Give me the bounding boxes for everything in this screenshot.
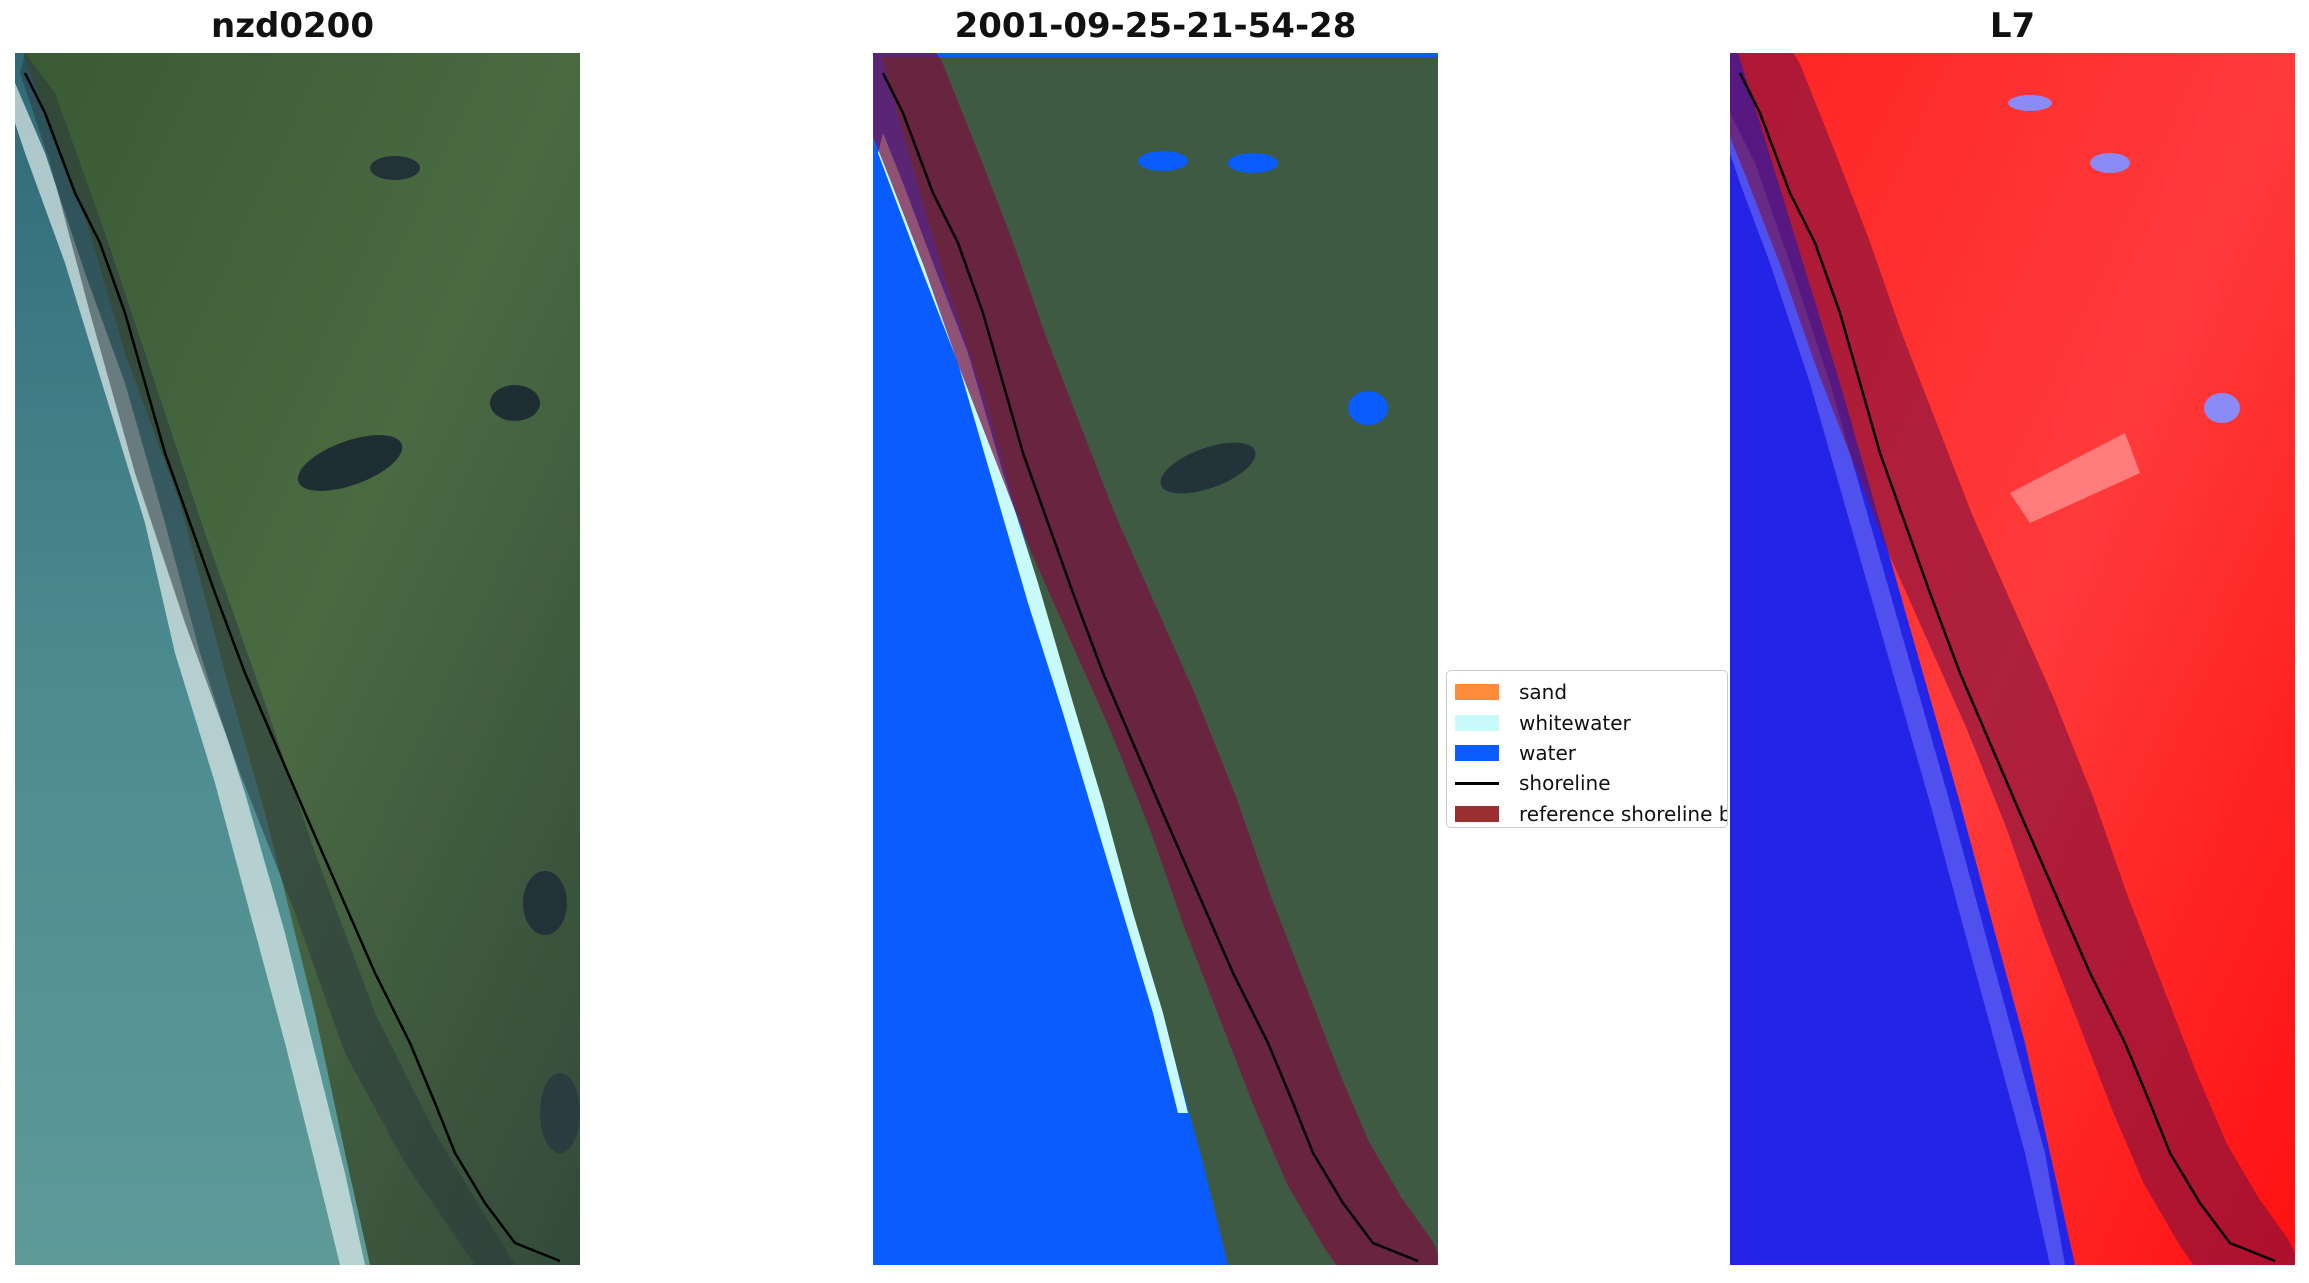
rgb-image-panel [15, 53, 580, 1265]
lake [2090, 153, 2130, 173]
lake [2008, 95, 2052, 111]
lake [540, 1073, 580, 1153]
legend-item-reference-buffer: reference shoreline b [1455, 799, 1728, 827]
legend-item-whitewater: whitewater [1455, 707, 1727, 737]
lake [2204, 393, 2240, 423]
panel-title-classification: 2001-09-25-21-54-28 [954, 6, 1357, 46]
pale-field [2010, 433, 2140, 523]
legend-swatch-shoreline [1455, 781, 1499, 785]
lake [370, 156, 420, 180]
shoreline-line [1738, 72, 2276, 1263]
water-class-top-edge [873, 53, 1438, 57]
ndwi-panel [1730, 53, 2295, 1265]
lake-water [1228, 153, 1278, 173]
panel-title-ndwi: L7 [1989, 6, 2036, 46]
legend-label: sand [1519, 680, 1568, 705]
classification-image [873, 53, 1438, 1265]
panel-title-rgb: nzd0200 [211, 6, 374, 46]
whitewater-class [878, 133, 1188, 1113]
legend-item-water: water [1455, 738, 1727, 768]
legend-swatch-water [1455, 744, 1499, 761]
legend-swatch-whitewater [1455, 714, 1499, 731]
lake-water [1138, 151, 1188, 171]
dark-sand-strip [20, 53, 515, 1265]
lake [523, 871, 567, 935]
legend-item-shoreline: shoreline [1455, 768, 1727, 798]
reference-buffer [1730, 53, 2295, 1265]
rgb-image [15, 53, 580, 1265]
lake [297, 435, 403, 491]
legend-label: shoreline [1519, 771, 1611, 796]
ndwi-image [1730, 53, 2295, 1265]
legend-swatch-sand [1455, 684, 1499, 701]
legend: sand whitewater water shoreline referenc… [1446, 670, 1728, 828]
surf-zone [15, 83, 365, 1265]
lake-water [1348, 391, 1388, 425]
legend-item-sand: sand [1455, 677, 1727, 707]
legend-label: reference shoreline b [1519, 801, 1728, 826]
shoreline-line [23, 72, 561, 1263]
nearshore-zone [1730, 113, 2065, 1265]
classification-panel [873, 53, 1438, 1265]
legend-swatch-reference-buffer [1455, 805, 1499, 822]
legend-label: water [1519, 740, 1576, 765]
shoreline-line [881, 72, 1419, 1263]
lake-dark [1160, 442, 1256, 494]
legend-label: whitewater [1519, 710, 1631, 735]
reference-buffer [873, 53, 1438, 1265]
lake [490, 385, 540, 421]
